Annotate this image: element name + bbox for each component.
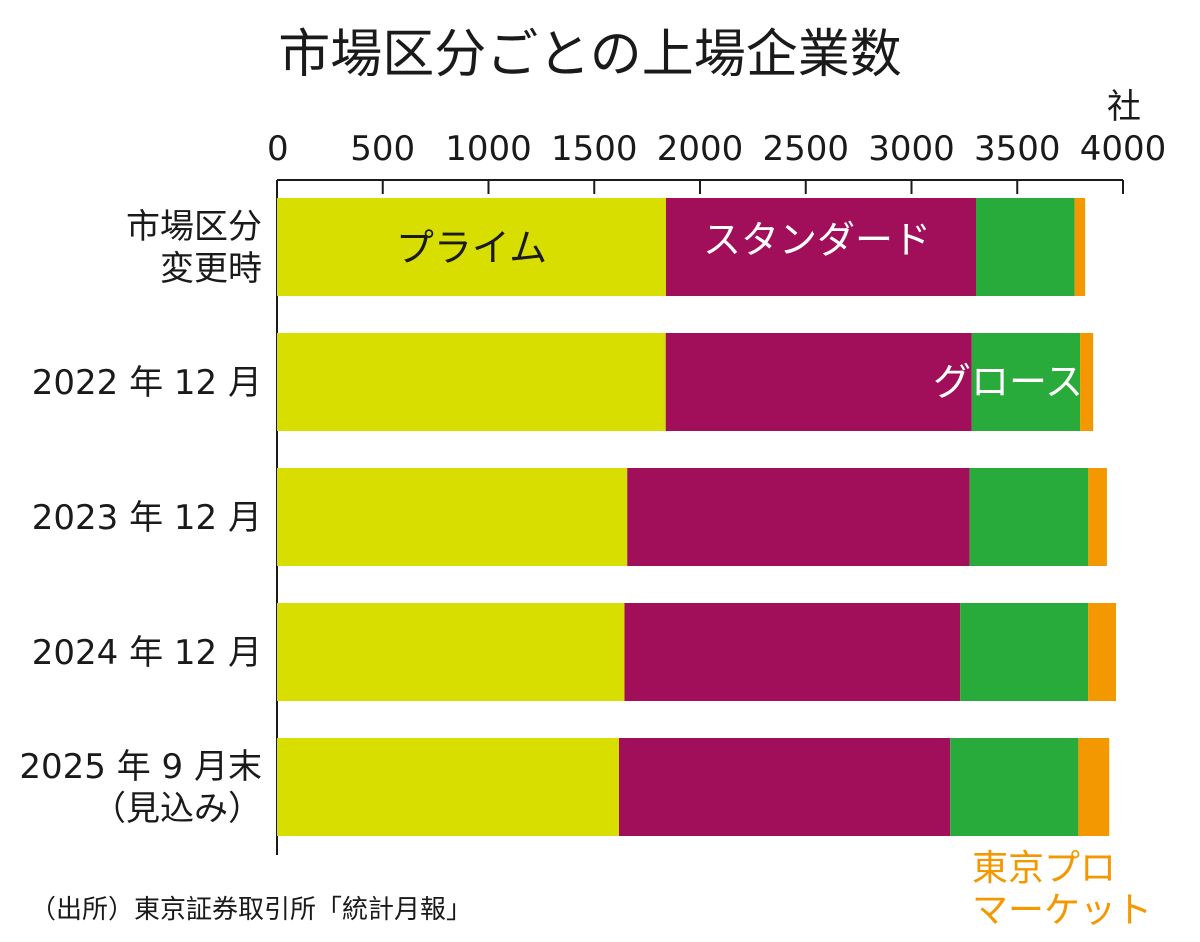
bar-segment	[624, 603, 961, 701]
bar-segment	[976, 198, 1075, 296]
bar-segment	[1078, 738, 1110, 836]
chart-title: 市場区分ごとの上場企業数	[278, 25, 901, 85]
x-tick-label: 1000	[445, 129, 532, 169]
bar-segment	[960, 603, 1089, 701]
x-tick-label: 3000	[868, 129, 955, 169]
series-label: 東京プロマーケット	[972, 848, 1152, 931]
category-label: 市場区分変更時	[126, 207, 262, 289]
x-tick-label: 1500	[551, 129, 638, 169]
bar-segment	[277, 333, 666, 431]
x-tick-label: 0	[267, 129, 289, 169]
x-tick-label: 3500	[974, 129, 1061, 169]
category-labels: 市場区分変更時 2022 年 12 月 2023 年 12 月 2024 年 12 月…	[19, 207, 262, 829]
bar-segment	[277, 198, 666, 296]
unit-label: 社	[1107, 87, 1141, 127]
series-label: グロース	[933, 360, 1083, 404]
series-label: スタンダード	[703, 218, 931, 262]
bar-segment	[618, 738, 951, 836]
x-axis: 0 500 1000 1500 2000 2500 3000 3500 4000	[267, 129, 1166, 855]
x-tick-label: 500	[350, 129, 415, 169]
bar-segment	[971, 333, 1081, 431]
bar-segment	[665, 198, 977, 296]
bar-segment	[277, 738, 619, 836]
x-tick-label: 4000	[1080, 129, 1167, 169]
bar-segment	[665, 333, 972, 431]
category-label: 2023 年 12 月	[32, 498, 262, 538]
bar-segment	[969, 468, 1089, 566]
bar-segment	[1074, 198, 1086, 296]
x-tick-label: 2500	[762, 129, 849, 169]
bar-segment	[1088, 603, 1117, 701]
bar-segment	[277, 603, 625, 701]
bar-segment	[1080, 333, 1094, 431]
category-label: 2022 年 12 月	[32, 363, 262, 403]
bar-segment	[277, 468, 628, 566]
bar-segment	[627, 468, 970, 566]
bars	[277, 198, 1117, 836]
series-label: プライム	[396, 226, 547, 270]
category-label: 2024 年 12 月	[32, 633, 262, 673]
category-label: 2025 年 9 月末（見込み）	[19, 747, 262, 829]
x-tick-label: 2000	[657, 129, 744, 169]
source-note: （出所）東京証券取引所「統計月報」	[30, 895, 472, 925]
bar-segment	[950, 738, 1079, 836]
bar-segment	[1088, 468, 1107, 566]
